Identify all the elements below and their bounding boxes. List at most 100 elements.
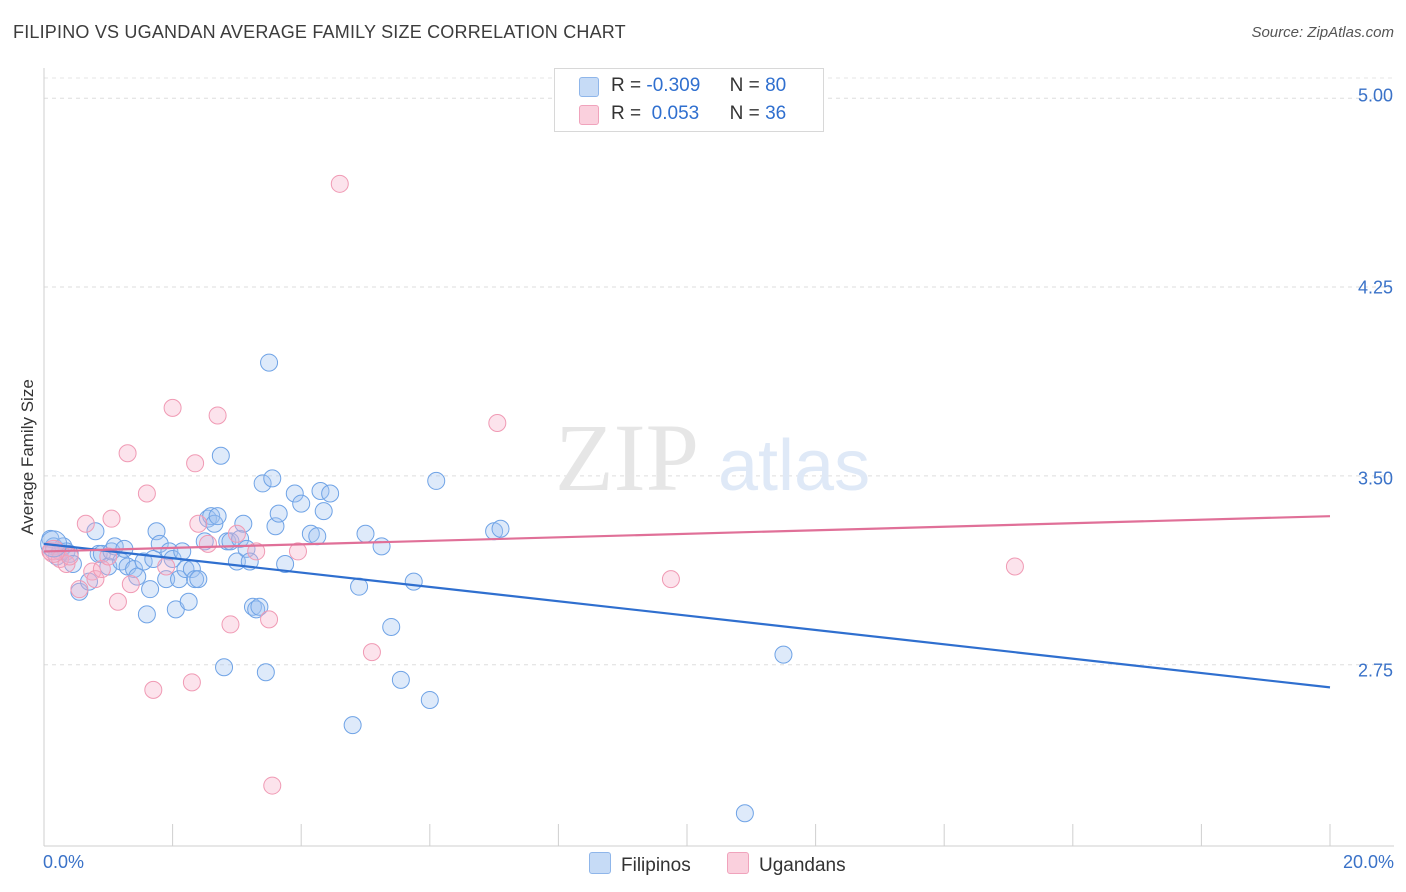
filipino-point (211, 446, 230, 465)
watermark-zip: ZIP (555, 404, 699, 511)
filipino-point (231, 529, 250, 548)
ugandan-point (182, 673, 201, 692)
filipino-point (157, 570, 176, 589)
filipino-point (189, 570, 208, 589)
filipino-point (86, 522, 105, 541)
legend-n-value: 80 (765, 75, 787, 96)
legend-swatch-filipinos (579, 77, 599, 97)
correlation-legend: R = -0.309 N = 80 R = 0.053 N = 36 (554, 68, 824, 132)
ugandan-point (108, 592, 127, 611)
legend-swatch-ugandans (579, 105, 599, 125)
ugandan-point (157, 557, 176, 576)
legend-n-label: N = (729, 103, 760, 124)
filipino-point (179, 592, 198, 611)
legend-r-value: -0.309 (646, 75, 701, 96)
bottom-legend-filipinos: Filipinos (589, 852, 691, 877)
x-tick-label: 20.0% (1342, 852, 1394, 872)
ugandan-point (661, 570, 680, 589)
filipino-point (269, 504, 288, 523)
legend-swatch-filipinos (589, 852, 611, 874)
ugandan-point (198, 534, 217, 553)
bottom-legend-ugandans: Ugandans (727, 852, 846, 877)
points-layer (40, 174, 1024, 823)
ugandan-point (260, 610, 279, 629)
ugandan-point (60, 547, 79, 566)
watermark-atlas: atlas (718, 426, 870, 506)
chart-title: FILIPINO VS UGANDAN AVERAGE FAMILY SIZE … (13, 22, 626, 42)
filipino-point (253, 474, 272, 493)
filipino-point (285, 484, 304, 503)
ugandan-point (330, 174, 349, 193)
grid-layer (44, 77, 1394, 666)
ugandan-point (247, 542, 266, 561)
y-tick-label: 4.25 (1357, 277, 1393, 298)
filipino-point (420, 690, 439, 709)
filipino-point (260, 353, 279, 372)
ugandan-point (362, 643, 381, 662)
filipino-point (356, 524, 375, 543)
legend-r-label: R = (611, 75, 642, 96)
ugandan-point (488, 414, 507, 433)
ugandan-point (263, 776, 282, 795)
filipino-point (195, 532, 214, 551)
y-tick-label: 2.75 (1357, 660, 1393, 681)
filipino-point (774, 645, 793, 664)
ugandan-point (137, 484, 156, 503)
legend-r-label: R = (611, 103, 642, 124)
ugandan-point (121, 575, 140, 594)
filipino-point (735, 804, 754, 823)
x-tick-label: 0.0% (43, 852, 85, 872)
filipino-point (170, 570, 189, 589)
legend-label-filipinos: Filipinos (621, 855, 691, 876)
filipino-point (141, 580, 160, 599)
filipino-point (404, 572, 423, 591)
ugandan-point (163, 398, 182, 417)
y-tick-label: 5.00 (1357, 85, 1393, 106)
filipino-point (250, 597, 269, 616)
filipino-point (292, 494, 311, 513)
ugandan-point (102, 509, 121, 528)
legend-swatch-ugandans (727, 852, 749, 874)
filipino-point (234, 514, 253, 533)
trend-layer (43, 515, 1331, 689)
ugandan-point (288, 542, 307, 561)
filipino-point (137, 605, 156, 624)
legend-r-value: 0.053 (646, 103, 700, 124)
ugandan-point (227, 524, 246, 543)
ugandan-point (221, 615, 240, 634)
filipino-trend-line (43, 542, 1331, 689)
ugandan-point (76, 514, 95, 533)
legend-n-value: 36 (765, 103, 787, 124)
filipino-point (391, 670, 410, 689)
filipino-point (427, 471, 446, 490)
ugandan-point (186, 454, 205, 473)
y-tick-label: 3.50 (1357, 468, 1393, 489)
filipino-point (343, 716, 362, 735)
ugandan-point (189, 514, 208, 533)
ugandan-point (86, 570, 105, 589)
axis-layer (43, 68, 1394, 847)
watermark: ZIP atlas (555, 404, 870, 511)
filipino-point (308, 527, 327, 546)
ugandan-point (1005, 557, 1024, 576)
filipino-point (215, 658, 234, 677)
legend-n-label: N = (729, 75, 760, 96)
filipino-point (491, 519, 510, 538)
legend-label-ugandans: Ugandans (759, 855, 846, 876)
y-axis-label: Average Family Size (18, 379, 37, 535)
filipino-point (173, 542, 192, 561)
filipino-point (243, 597, 262, 616)
filipino-point (263, 469, 282, 488)
filipino-point (314, 502, 333, 521)
filipino-point (256, 663, 275, 682)
ugandan-point (118, 444, 137, 463)
filipino-point (382, 617, 401, 636)
filipino-point (276, 555, 295, 574)
ugandan-trend-line (43, 515, 1331, 553)
filipino-point (247, 600, 266, 619)
ugandan-point (70, 580, 89, 599)
filipino-point (128, 567, 147, 586)
filipino-point (372, 537, 391, 556)
ugandan-point (144, 680, 163, 699)
